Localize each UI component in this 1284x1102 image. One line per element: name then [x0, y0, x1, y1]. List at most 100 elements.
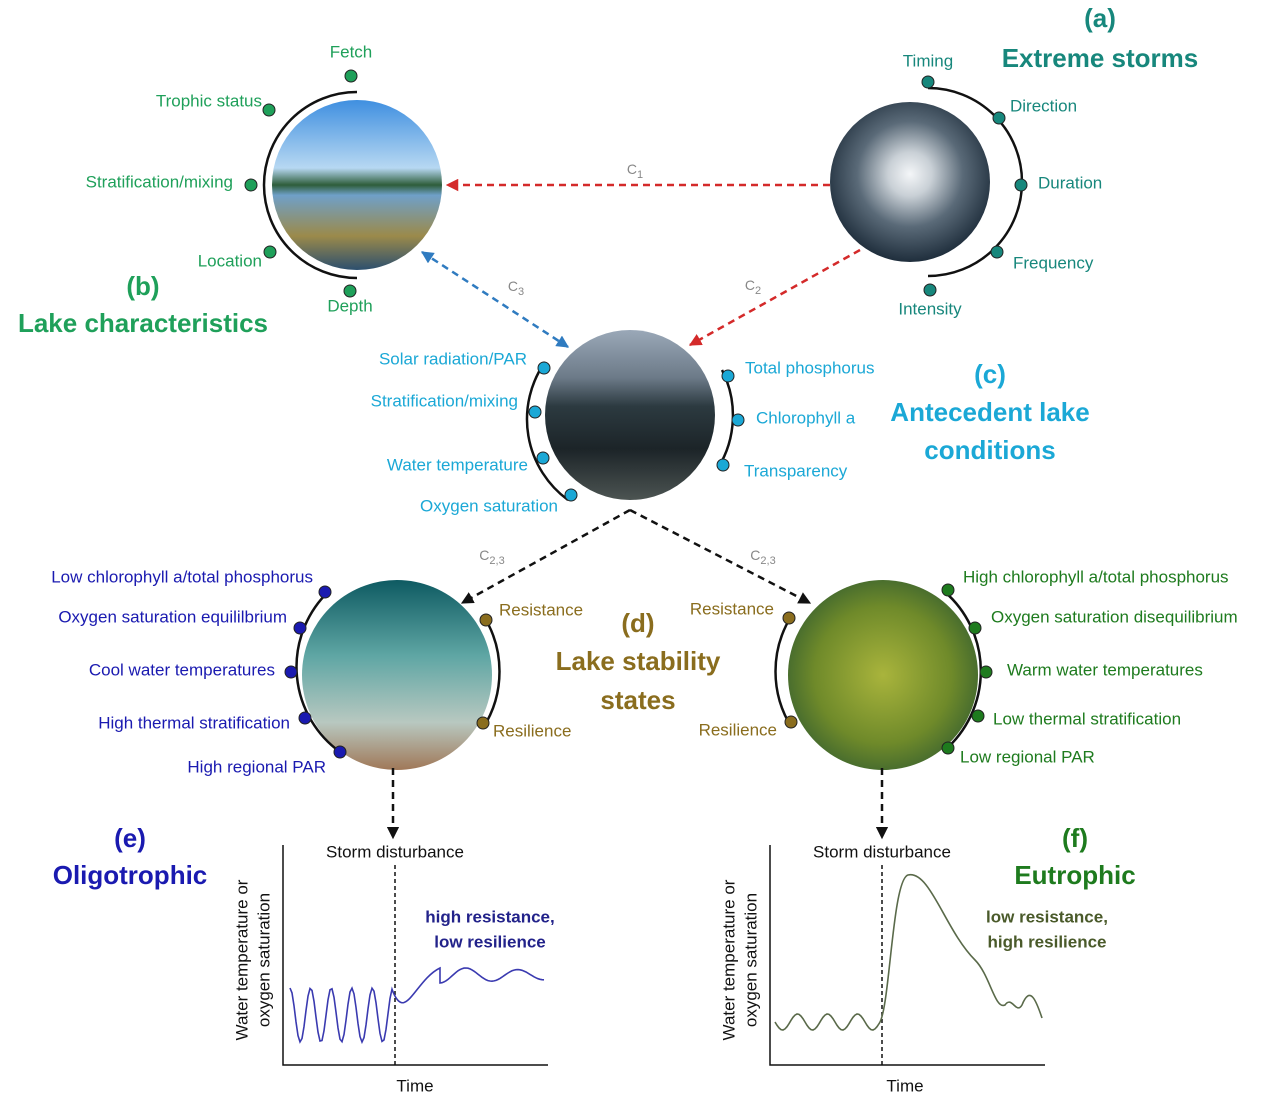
- panel-label: (c): [974, 359, 1006, 389]
- connector-label: C2: [745, 277, 761, 297]
- factor-marker: [785, 716, 797, 728]
- connector-base: C: [745, 277, 755, 293]
- response-label: low resilience: [434, 932, 546, 951]
- factor-label: Oxygen saturation equililbrium: [58, 607, 287, 626]
- factor-label: High regional PAR: [187, 757, 326, 776]
- factor-marker: [1015, 179, 1027, 191]
- panel-label: (b): [126, 271, 159, 301]
- factor-label: Direction: [1010, 96, 1077, 115]
- factor-label: Chlorophyll a: [756, 408, 856, 427]
- panel-title: states: [600, 685, 675, 715]
- factor-marker: [334, 746, 346, 758]
- connector-base: C: [627, 161, 637, 177]
- connector-subscript: 1: [637, 169, 643, 181]
- factor-marker: [565, 489, 577, 501]
- connector-base: C: [479, 547, 489, 563]
- factor-marker: [294, 622, 306, 634]
- wave-photo: [545, 330, 715, 500]
- response-label: high resistance,: [425, 907, 554, 926]
- y-axis-label: oxygen saturation: [254, 893, 273, 1027]
- factor-label: Stratification/mixing: [371, 391, 518, 410]
- clear-lake-photo: [302, 580, 492, 770]
- factor-label: Low chlorophyll a/total phosphorus: [51, 567, 313, 586]
- y-axis-label: Water temperature or: [232, 879, 251, 1040]
- factor-marker: [922, 76, 934, 88]
- connector-subscript: 2,3: [489, 555, 504, 567]
- factor-marker: [245, 179, 257, 191]
- connector-subscript: 3: [518, 286, 524, 298]
- response-curve: [775, 875, 1042, 1030]
- factor-label: Resilience: [699, 720, 777, 739]
- factor-label: Fetch: [330, 42, 373, 61]
- response-curve: [290, 968, 544, 1042]
- factor-label: High chlorophyll a/total phosphorus: [963, 567, 1229, 586]
- factor-marker: [972, 710, 984, 722]
- panel-title: Antecedent lake: [890, 397, 1089, 427]
- graph-axes: [283, 845, 1045, 1065]
- panel-title: Oligotrophic: [53, 860, 208, 890]
- connector-label: C2,3: [479, 547, 504, 567]
- panel-title: conditions: [924, 435, 1055, 465]
- connector-subscript: 2: [755, 285, 761, 297]
- factor-marker: [344, 285, 356, 297]
- algae-lake-photo: [788, 580, 978, 770]
- connector-base: C: [508, 278, 518, 294]
- factor-marker: [991, 246, 1003, 258]
- arrow: [422, 252, 568, 347]
- panel-label: (e): [114, 823, 146, 853]
- x-axis-label: Time: [396, 1076, 433, 1095]
- factor-marker: [319, 586, 331, 598]
- response-label: low resistance,: [986, 907, 1108, 926]
- figure: (a)Extreme storms(b)Lake characteristics…: [0, 0, 1284, 1097]
- y-axis-label: oxygen saturation: [741, 893, 760, 1027]
- y-axis-label: Water temperature or: [719, 879, 738, 1040]
- factor-label: High thermal stratification: [98, 713, 290, 732]
- factor-label: Low thermal stratification: [993, 709, 1181, 728]
- lake-photo: [272, 100, 442, 270]
- factor-label: Total phosphorus: [745, 358, 874, 377]
- factor-marker: [980, 666, 992, 678]
- factor-marker: [942, 584, 954, 596]
- factor-marker: [722, 370, 734, 382]
- panel-title: Eutrophic: [1014, 860, 1135, 890]
- factor-label: Resistance: [690, 599, 774, 618]
- factor-marker: [924, 284, 936, 296]
- factor-marker: [942, 742, 954, 754]
- factor-label: Solar radiation/PAR: [379, 349, 527, 368]
- arrow: [630, 510, 810, 603]
- axes: [770, 845, 1045, 1065]
- panel-label: (f): [1062, 823, 1088, 853]
- panel-title: Lake characteristics: [18, 308, 268, 338]
- factor-label: Trophic status: [156, 91, 262, 110]
- axes: [283, 845, 548, 1065]
- factor-label: Cool water temperatures: [89, 660, 275, 679]
- factor-marker: [264, 246, 276, 258]
- factor-marker: [993, 112, 1005, 124]
- connector-label: C2,3: [750, 547, 775, 567]
- ring: [718, 370, 733, 468]
- factor-label: Oxygen saturation disequilibrium: [991, 607, 1238, 626]
- connector-subscript: 2,3: [760, 555, 775, 567]
- factor-label: Frequency: [1013, 253, 1094, 272]
- panel-label: (d): [621, 608, 654, 638]
- factor-label: Water temperature: [387, 455, 528, 474]
- arrow: [690, 250, 860, 345]
- factor-marker: [345, 70, 357, 82]
- factor-marker: [537, 452, 549, 464]
- factor-marker: [717, 459, 729, 471]
- factor-marker: [783, 612, 795, 624]
- factor-marker: [529, 406, 541, 418]
- event-label: Storm disturbance: [326, 842, 464, 861]
- factor-marker: [477, 717, 489, 729]
- factor-label: Location: [198, 251, 262, 270]
- panel-title: Extreme storms: [1002, 43, 1199, 73]
- factor-label: Low regional PAR: [960, 747, 1095, 766]
- factor-marker: [480, 614, 492, 626]
- factor-marker: [285, 666, 297, 678]
- factor-label: Timing: [903, 51, 953, 70]
- storm-photo: [830, 102, 990, 262]
- factor-label: Resistance: [499, 600, 583, 619]
- factor-marker: [299, 712, 311, 724]
- factor-label: Duration: [1038, 173, 1102, 192]
- panel-title: Lake stability: [556, 646, 721, 676]
